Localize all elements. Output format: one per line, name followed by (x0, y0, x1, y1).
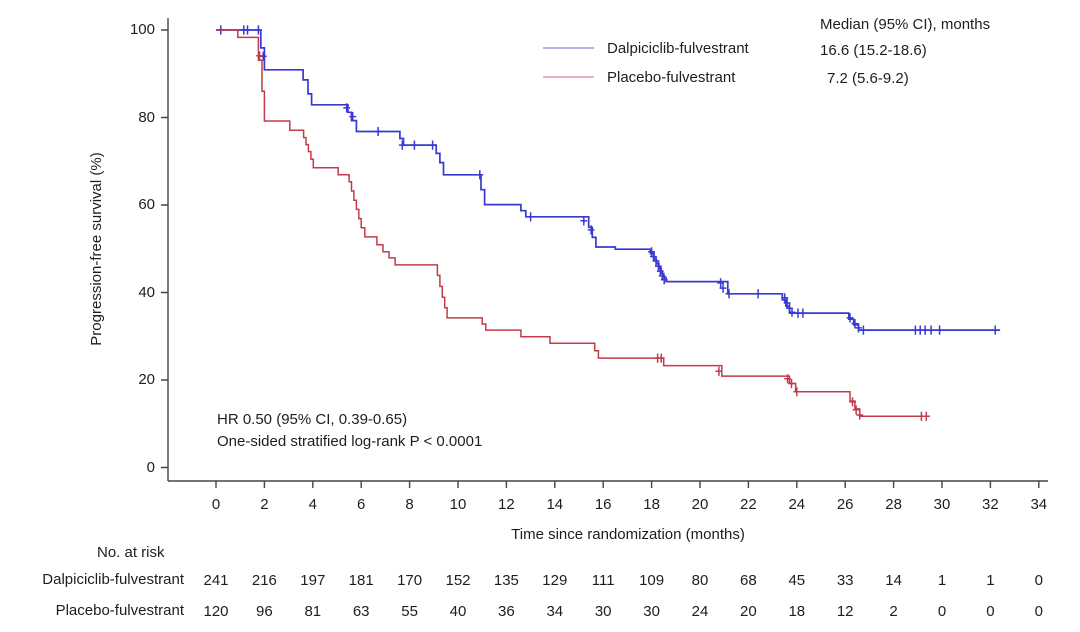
at-risk-count: 197 (300, 572, 326, 589)
y-tick-label: 20 (138, 371, 155, 388)
at-risk-count: 40 (449, 603, 467, 620)
x-tick-label: 4 (308, 496, 317, 513)
x-tick-label: 20 (691, 496, 709, 513)
km-curve-dalpiciclib (216, 29, 1001, 331)
y-tick-label: 100 (129, 21, 155, 38)
x-tick-label: 22 (740, 496, 757, 513)
hazard-ratio-annotation: HR 0.50 (95% CI, 0.39-0.65) (217, 411, 408, 428)
at-risk-count: 80 (691, 572, 709, 589)
at-risk-count: 170 (397, 572, 423, 589)
at-risk-count: 30 (594, 603, 612, 620)
at-risk-count: 0 (986, 603, 995, 620)
at-risk-count: 14 (885, 572, 902, 589)
at-risk-count: 111 (591, 572, 615, 589)
legend-label-placebo: Placebo-fulvestrant (607, 69, 736, 86)
y-axis-ticks (161, 29, 168, 469)
at-risk-count: 0 (1034, 603, 1043, 620)
x-tick-label: 34 (1030, 496, 1048, 513)
at-risk-count: 20 (740, 603, 757, 620)
legend-label-dalpiciclib: Dalpiciclib-fulvestrant (607, 40, 749, 57)
at-risk-count: 96 (256, 603, 273, 620)
at-risk-count: 55 (401, 603, 418, 620)
x-tick-label: 12 (498, 496, 515, 513)
censor-marks-placebo (256, 51, 930, 421)
x-tick-label: 30 (933, 496, 951, 513)
at-risk-count: 0 (1034, 572, 1043, 589)
at-risk-count: 36 (498, 603, 515, 620)
y-tick-label: 60 (138, 196, 155, 213)
at-risk-row-label-placebo: Placebo-fulvestrant (55, 602, 184, 619)
at-risk-count: 2 (889, 603, 898, 620)
y-axis-title: Progression-free survival (%) (88, 152, 105, 346)
at-risk-count: 0 (937, 603, 947, 620)
legend-median-placebo: 7.2 (5.6-9.2) (827, 70, 909, 87)
x-tick-label: 14 (546, 496, 564, 513)
y-tick-label: 80 (138, 108, 155, 126)
at-risk-count: 1 (986, 572, 995, 589)
at-risk-count: 181 (348, 572, 374, 589)
at-risk-count: 129 (542, 572, 568, 589)
at-risk-count: 33 (836, 572, 854, 589)
at-risk-count: 1 (937, 572, 947, 589)
x-axis-title: Time since randomization (months) (511, 526, 745, 543)
pvalue-annotation: One-sided stratified log-rank P < 0.0001 (217, 433, 483, 450)
y-tick-label: 40 (138, 283, 155, 301)
at-risk-count: 12 (836, 603, 854, 620)
x-tick-label: 24 (788, 496, 806, 513)
y-tick-label: 0 (146, 458, 155, 476)
x-tick-label: 18 (643, 496, 660, 513)
at-risk-count: 152 (445, 572, 471, 589)
at-risk-count: 241 (203, 572, 229, 589)
at-risk-row-label-dalpiciclib: Dalpiciclib-fulvestrant (42, 571, 184, 588)
x-tick-label: 8 (405, 496, 414, 513)
x-tick-label: 0 (211, 496, 221, 513)
x-tick-label: 28 (885, 496, 902, 513)
at-risk-count: 109 (639, 572, 665, 589)
x-tick-label: 32 (982, 496, 999, 513)
x-tick-label: 10 (449, 496, 467, 513)
x-tick-label: 2 (260, 496, 269, 513)
km-curve-placebo (216, 29, 930, 418)
at-risk-count: 68 (740, 572, 757, 589)
at-risk-count: 81 (304, 603, 322, 620)
at-risk-count: 216 (251, 572, 277, 589)
at-risk-count: 63 (352, 603, 370, 620)
x-tick-label: 16 (594, 496, 612, 513)
legend-median-header: Median (95% CI), months (820, 16, 991, 33)
legend-median-dalpiciclib: 16.6 (15.2-18.6) (820, 42, 927, 59)
at-risk-count: 24 (691, 603, 709, 620)
at-risk-title: No. at risk (97, 544, 165, 561)
at-risk-count: 30 (643, 603, 660, 620)
at-risk-count: 45 (788, 572, 806, 589)
at-risk-count: 135 (493, 572, 519, 589)
at-risk-count: 18 (788, 603, 806, 620)
at-risk-count: 34 (546, 603, 564, 620)
x-tick-label: 6 (357, 496, 366, 513)
x-tick-label: 26 (836, 496, 854, 513)
x-axis-ticks (215, 481, 1040, 488)
at-risk-count: 120 (203, 603, 229, 620)
